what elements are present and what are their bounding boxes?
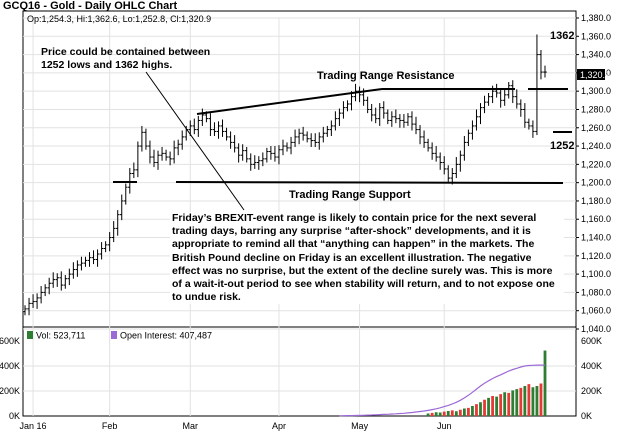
volume-bar [462, 408, 466, 416]
volume-bar [426, 413, 430, 416]
vol-y-tick-left: 400K [0, 361, 20, 371]
x-tick-labels: Jan 16 Feb Mar Apr May Jun [20, 421, 452, 431]
chart-title: GCQ16 - Gold - Daily OHLC Chart [3, 0, 178, 12]
y-tick-label: 1,220.0 [581, 159, 611, 169]
volume-bar [491, 396, 494, 416]
vol-y-tick-right: 400K [581, 361, 602, 371]
y-tick-label: 1,300.0 [581, 86, 611, 96]
x-tick-label: Jan 16 [20, 421, 47, 431]
volume-bar [543, 350, 547, 416]
volume-bar [450, 410, 454, 416]
y-tick-label: 1,060.0 [581, 306, 611, 316]
oi-legend-label: Open Interest: 407,487 [120, 331, 212, 341]
volume-bar [539, 383, 543, 416]
volume-bars [426, 350, 547, 416]
volume-bar [531, 387, 535, 416]
vol-y-tick-left: 0K [9, 411, 20, 421]
x-tick-label: Apr [272, 421, 286, 431]
comment-text: Friday’s BREXIT-event range is likely to… [172, 212, 555, 304]
y-tick-label: 1,260.0 [581, 123, 611, 133]
volume-bar [467, 407, 470, 416]
y-tick-label: 1,180.0 [581, 196, 611, 206]
support-label: Trading Range Support [289, 189, 411, 201]
open-interest-line-group [339, 364, 545, 417]
note-top-line1: Price could be contained between [41, 46, 210, 58]
volume-bar [527, 384, 531, 416]
volume-bar [475, 404, 478, 416]
y-tick-labels: 1,380.01,360.01,340.01,320.01,300.01,280… [0, 13, 611, 421]
volume-bar [499, 394, 503, 416]
volume-bar [471, 406, 474, 416]
volume-bar [483, 399, 486, 416]
volume-bar [438, 412, 442, 416]
volume-bar [442, 411, 446, 416]
vol-y-tick-right: 0K [581, 411, 592, 421]
x-tick-label: Jun [437, 421, 452, 431]
y-tick-label: 1,280.0 [581, 104, 611, 114]
volume-bar [479, 402, 482, 416]
ohlc-stats: Op:1,254.3, Hi:1,362.6, Lo:1,252.8, Cl:1… [27, 14, 211, 24]
x-tick-label: Mar [183, 421, 199, 431]
volume-bar [430, 412, 434, 416]
vol-legend-label: Vol: 523,711 [36, 331, 85, 341]
vol-y-tick-left: 600K [0, 336, 20, 346]
ohlc-bars [23, 34, 547, 316]
comment-box: Friday’s BREXIT-event range is likely to… [170, 212, 564, 305]
vol-y-tick-right: 600K [581, 336, 602, 346]
oi-legend-swatch [111, 331, 117, 339]
volume-bar [446, 411, 450, 416]
volume-bar [458, 409, 462, 416]
x-tick-label: Feb [102, 421, 118, 431]
volume-bar [523, 386, 527, 416]
volume-bar [511, 390, 515, 416]
y-tick-label: 1,340.0 [581, 50, 611, 60]
volume-bar [507, 392, 511, 416]
x-tick-label: May [351, 421, 369, 431]
volume-bar [515, 389, 519, 416]
volume-bar [495, 396, 499, 416]
y-tick-label: 1,080.0 [581, 287, 611, 297]
last-price-label: 1,320.9 [580, 70, 610, 80]
y-tick-label: 1,240.0 [581, 141, 611, 151]
high-1362-label: 1362 [550, 30, 574, 42]
support-line [175, 181, 564, 184]
last-price-tag [577, 69, 605, 80]
volume-bar [535, 386, 539, 416]
open-interest-line [339, 364, 545, 417]
volume-bar [519, 387, 523, 416]
y-tick-label: 1,040.0 [581, 324, 611, 334]
y-tick-label: 1,380.0 [581, 13, 611, 23]
volume-bar [434, 412, 438, 416]
note-top-line2: 1252 lows and 1362 highs. [41, 59, 172, 71]
volume-bar [487, 397, 490, 416]
resistance-label: Trading Range Resistance [317, 70, 455, 82]
pointer-line [145, 71, 245, 211]
y-tick-label: 1,200.0 [581, 178, 611, 188]
y-tick-label: 1,120.0 [581, 251, 611, 261]
volume-bar [454, 411, 458, 416]
vol-y-tick-right: 200K [581, 386, 602, 396]
y-tick-label: 1,360.0 [581, 31, 611, 41]
low-1252-label: 1252 [550, 140, 574, 152]
resistance-line-rising [196, 88, 383, 115]
y-tick-label: 1,100.0 [581, 269, 611, 279]
volume-bar [503, 392, 507, 416]
vol-legend-swatch [27, 331, 33, 339]
y-tick-label: 1,160.0 [581, 214, 611, 224]
y-tick-label: 1,140.0 [581, 233, 611, 243]
vol-y-tick-left: 200K [0, 386, 20, 396]
